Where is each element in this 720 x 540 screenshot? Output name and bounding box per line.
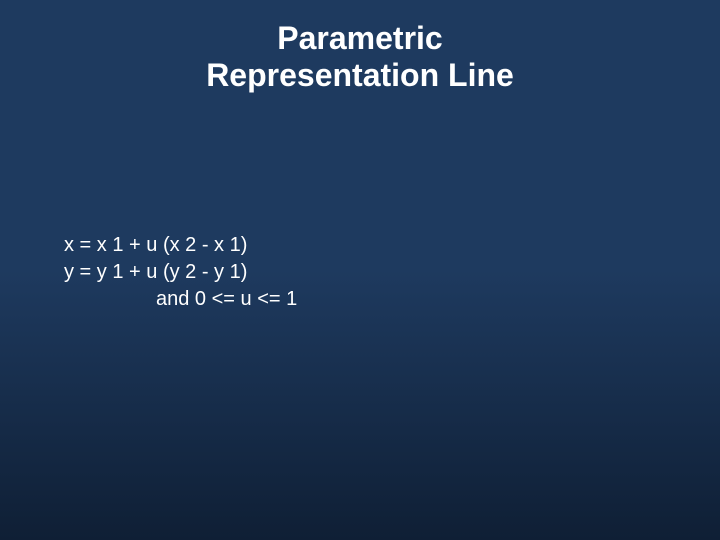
equation-x: x = x 1 + u (x 2 - x 1) (64, 232, 297, 259)
title-line-2: Representation Line (0, 57, 720, 94)
slide-title: Parametric Representation Line (0, 20, 720, 94)
title-line-1: Parametric (0, 20, 720, 57)
constraint-u: and 0 <= u <= 1 (64, 286, 297, 313)
slide-content: x = x 1 + u (x 2 - x 1) y = y 1 + u (y 2… (64, 232, 297, 313)
equation-y: y = y 1 + u (y 2 - y 1) (64, 259, 297, 286)
